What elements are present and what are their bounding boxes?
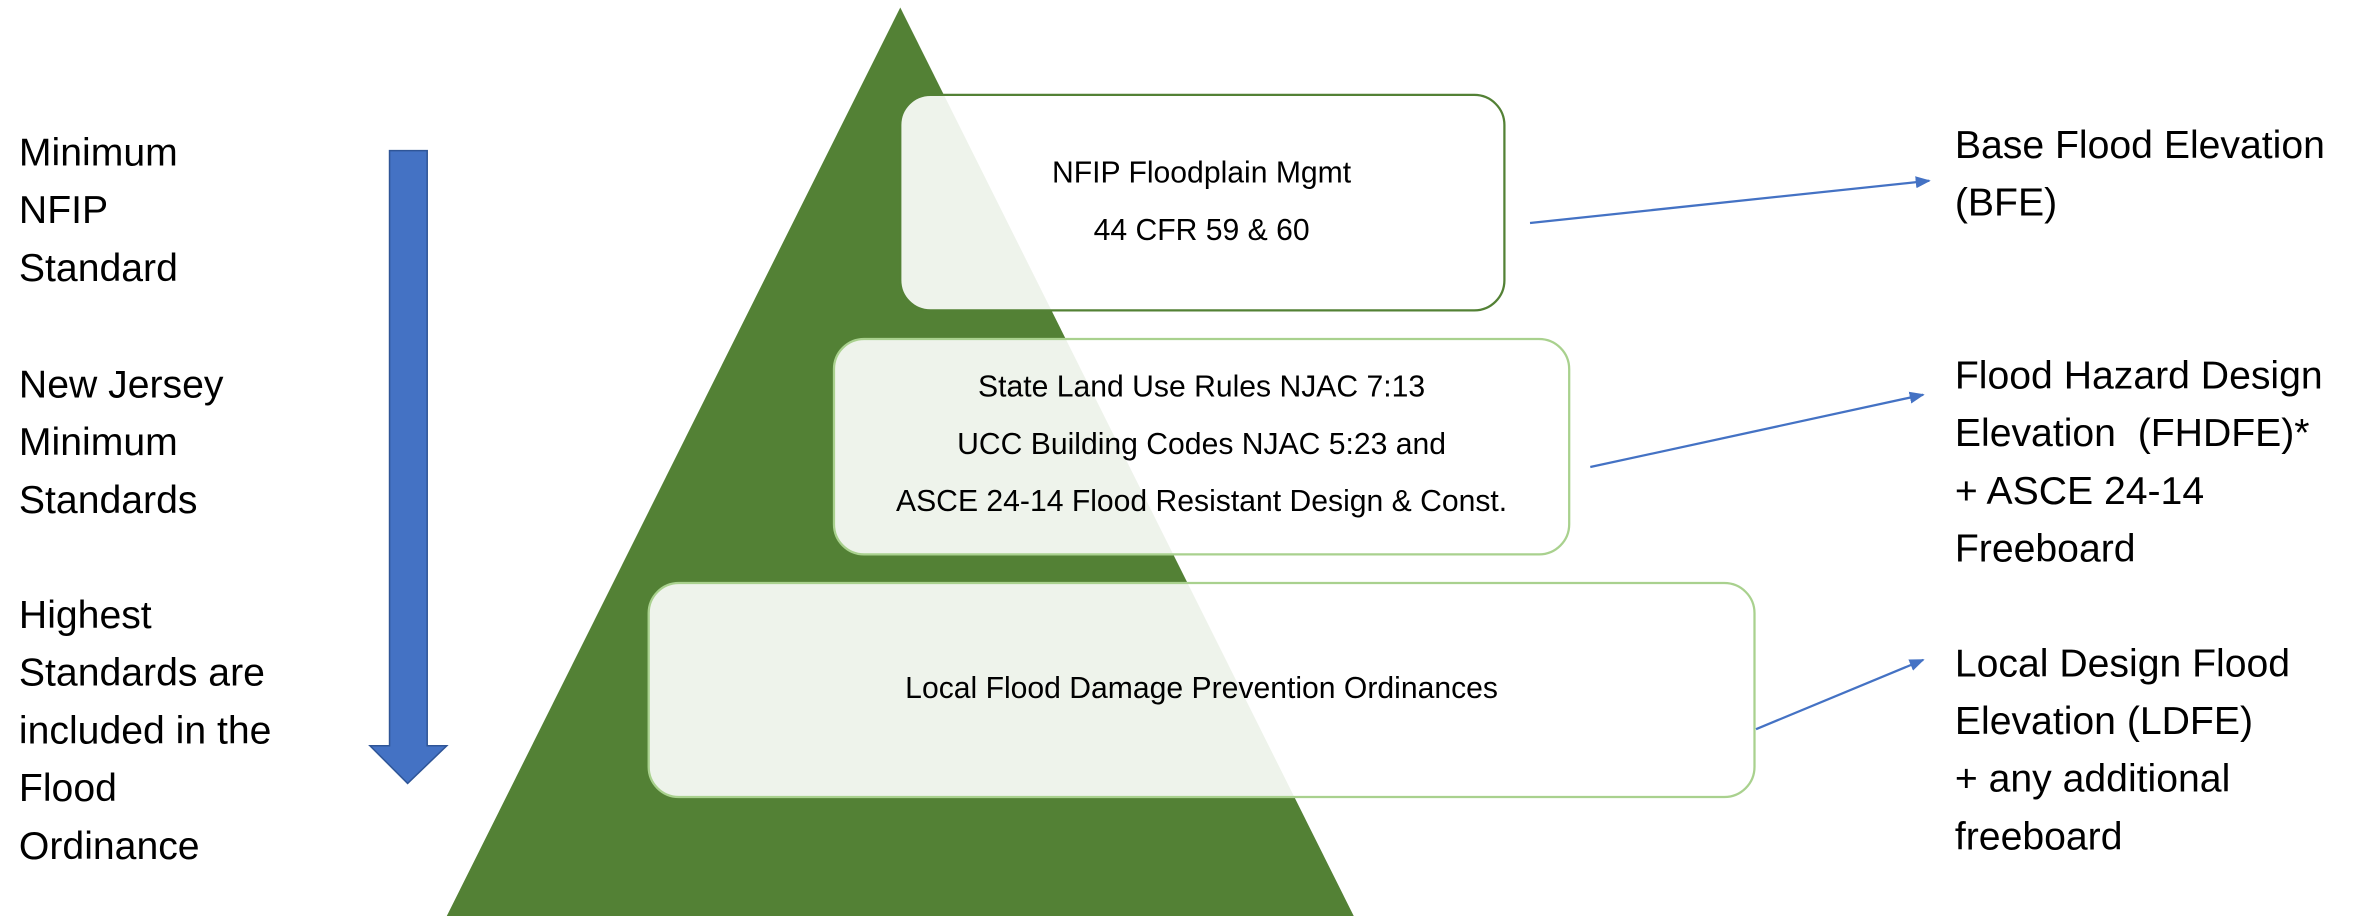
left-label: Standards are (19, 652, 265, 695)
box-text: Local Flood Damage Prevention Ordinances (905, 672, 1498, 705)
left-label: Minimum (19, 132, 178, 175)
right-label: Elevation (LDFE) (1955, 700, 2253, 743)
left-label: Standard (19, 247, 178, 290)
down-arrow (368, 149, 449, 785)
left-label: included in the (19, 709, 272, 752)
left-label: Ordinance (19, 825, 200, 868)
left-label: NFIP (19, 189, 108, 232)
connector-arrow (1529, 176, 1931, 225)
right-label: Elevation (FHDFE)* (1955, 412, 2310, 455)
right-label: freeboard (1955, 815, 2123, 858)
connector-arrow (1590, 391, 1925, 469)
box-text: State Land Use Rules NJAC 7:13 (978, 371, 1425, 404)
left-label: Minimum (19, 421, 178, 464)
box-text: ASCE 24-14 Flood Resistant Design & Cons… (896, 485, 1507, 518)
right-label: Base Flood Elevation (1955, 124, 2325, 167)
left-label: Flood (19, 767, 117, 810)
box-text: 44 CFR 59 & 60 (1094, 214, 1310, 247)
right-label: + ASCE 24-14 (1955, 470, 2204, 513)
right-label: + any additional (1955, 758, 2230, 801)
right-label: Freeboard (1955, 528, 2136, 571)
box (832, 337, 1571, 556)
left-label: Standards (19, 479, 198, 522)
right-label: (BFE) (1955, 182, 2057, 225)
connector-arrow (1755, 658, 1925, 731)
left-label: Highest (19, 594, 152, 637)
left-label: New Jersey (19, 364, 224, 407)
right-label: Local Design Flood (1955, 642, 2290, 685)
box (899, 93, 1506, 312)
box-text: NFIP Floodplain Mgmt (1052, 157, 1352, 190)
right-label: Flood Hazard Design (1955, 354, 2323, 397)
box-text: UCC Building Codes NJAC 5:23 and (957, 428, 1446, 461)
box (647, 581, 1756, 799)
